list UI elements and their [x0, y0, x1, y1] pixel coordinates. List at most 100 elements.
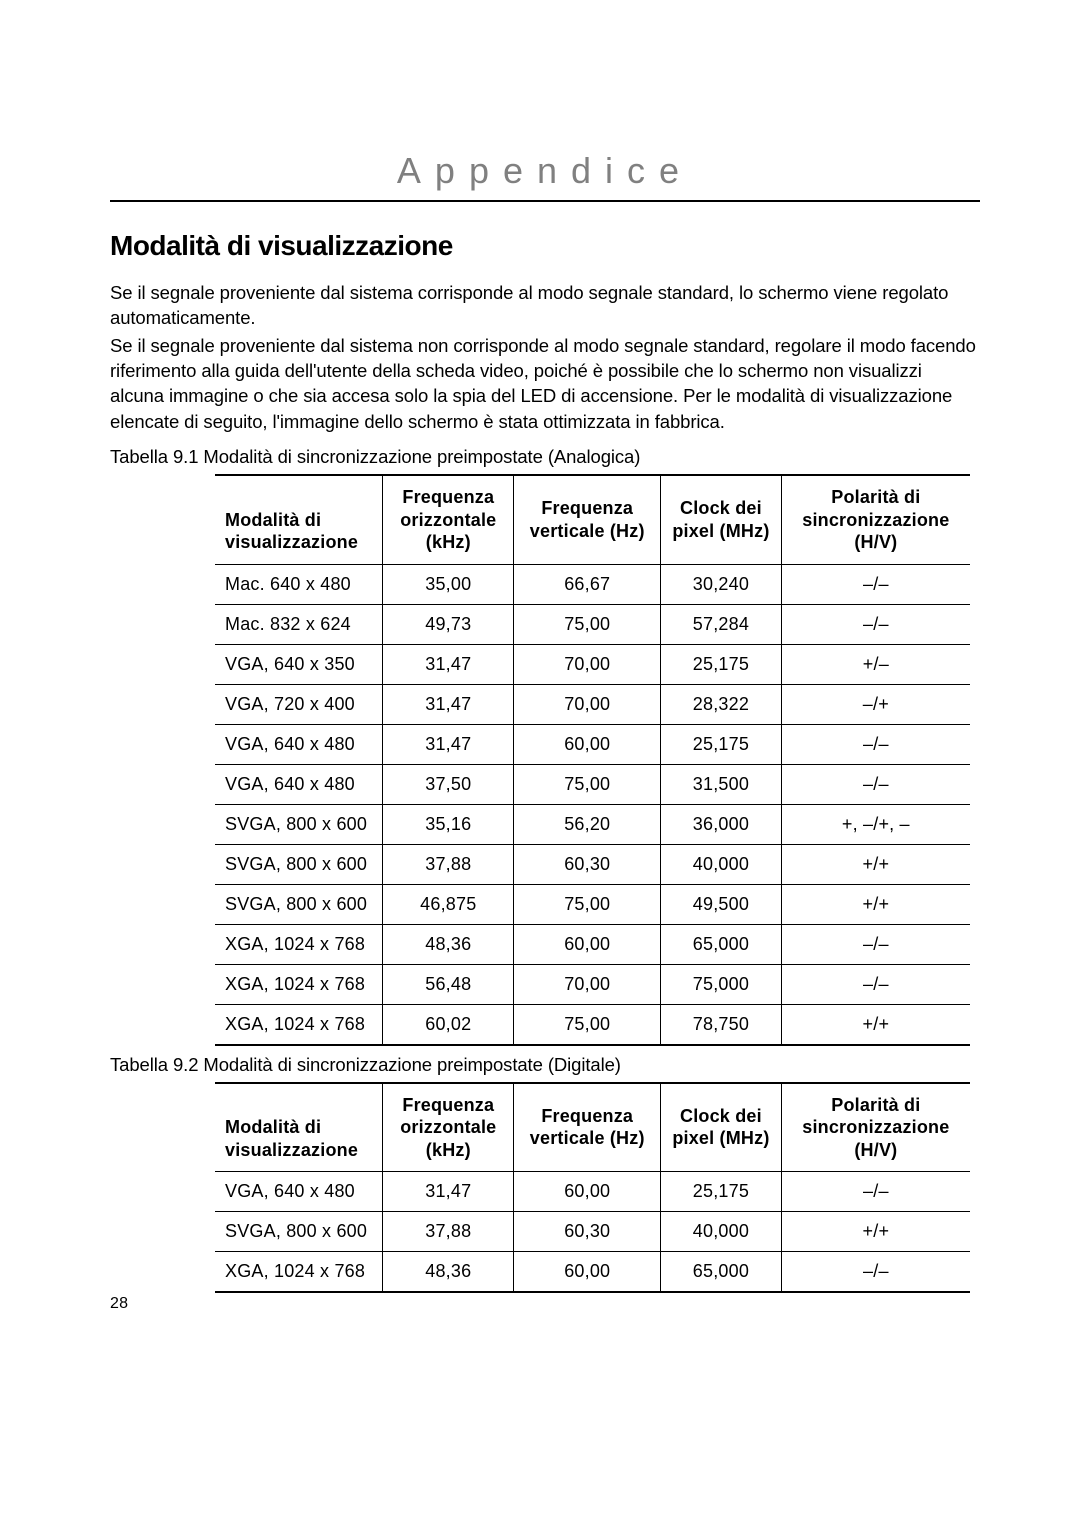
table-row: XGA, 1024 x 76856,4870,0075,000–/– — [215, 964, 970, 1004]
table-row: Mac. 640 x 48035,0066,6730,240–/– — [215, 564, 970, 604]
table-cell: 60,00 — [514, 724, 661, 764]
table2-caption: Tabella 9.2 Modalità di sincronizzazione… — [110, 1054, 980, 1076]
table-cell: VGA, 640 x 480 — [215, 724, 383, 764]
table-cell: 60,00 — [514, 1172, 661, 1212]
table-cell: 70,00 — [514, 644, 661, 684]
col-polarity: Polarità di sincronizzazione (H/V) — [781, 1083, 970, 1172]
table-cell: SVGA, 800 x 600 — [215, 804, 383, 844]
table-analogica: Modalità di visualizzazione Frequenza or… — [215, 474, 970, 1046]
table-row: VGA, 640 x 48031,4760,0025,175–/– — [215, 1172, 970, 1212]
table-cell: +/+ — [781, 884, 970, 924]
table-header-row: Modalità di visualizzazione Frequenza or… — [215, 475, 970, 564]
table-cell: XGA, 1024 x 768 — [215, 924, 383, 964]
table-row: XGA, 1024 x 76848,3660,0065,000–/– — [215, 1252, 970, 1293]
col-clock: Clock dei pixel (MHz) — [661, 1083, 782, 1172]
table-cell: –/+ — [781, 684, 970, 724]
table-cell: –/– — [781, 1172, 970, 1212]
table-cell: +/+ — [781, 1212, 970, 1252]
table-cell: 31,47 — [383, 1172, 514, 1212]
table-row: SVGA, 800 x 60035,1656,2036,000+, –/+, – — [215, 804, 970, 844]
table-cell: 31,47 — [383, 644, 514, 684]
table-cell: XGA, 1024 x 768 — [215, 1252, 383, 1293]
table-cell: 70,00 — [514, 964, 661, 1004]
table-cell: +/+ — [781, 1004, 970, 1045]
table-cell: SVGA, 800 x 600 — [215, 1212, 383, 1252]
table-cell: –/– — [781, 924, 970, 964]
table-cell: 31,47 — [383, 684, 514, 724]
table-cell: 31,47 — [383, 724, 514, 764]
table-row: XGA, 1024 x 76860,0275,0078,750+/+ — [215, 1004, 970, 1045]
table-cell: 25,175 — [661, 724, 782, 764]
table-cell: Mac. 640 x 480 — [215, 564, 383, 604]
table-cell: 60,00 — [514, 924, 661, 964]
col-hfreq: Frequenza orizzontale (kHz) — [383, 475, 514, 564]
table-digitale: Modalità di visualizzazione Frequenza or… — [215, 1082, 970, 1294]
table-cell: 25,175 — [661, 644, 782, 684]
table-cell: 60,30 — [514, 844, 661, 884]
paragraph-2: Se il segnale proveniente dal sistema no… — [110, 333, 980, 434]
table-row: VGA, 640 x 48037,5075,0031,500–/– — [215, 764, 970, 804]
table-row: Mac. 832 x 62449,7375,0057,284–/– — [215, 604, 970, 644]
table-row: SVGA, 800 x 60037,8860,3040,000+/+ — [215, 844, 970, 884]
table-cell: 40,000 — [661, 1212, 782, 1252]
table-cell: 78,750 — [661, 1004, 782, 1045]
table-cell: +, –/+, – — [781, 804, 970, 844]
table-cell: –/– — [781, 564, 970, 604]
table-cell: +/+ — [781, 844, 970, 884]
col-clock: Clock dei pixel (MHz) — [661, 475, 782, 564]
table-cell: 46,875 — [383, 884, 514, 924]
table-cell: 60,30 — [514, 1212, 661, 1252]
table-cell: 37,88 — [383, 1212, 514, 1252]
table-cell: 75,00 — [514, 884, 661, 924]
table-row: VGA, 720 x 40031,4770,0028,322–/+ — [215, 684, 970, 724]
table-cell: 65,000 — [661, 1252, 782, 1293]
page-number: 28 — [110, 1295, 980, 1313]
table-cell: 31,500 — [661, 764, 782, 804]
table-cell: 56,20 — [514, 804, 661, 844]
chapter-heading: Appendice — [110, 150, 980, 202]
col-vfreq: Frequenza verticale (Hz) — [514, 475, 661, 564]
table-cell: 25,175 — [661, 1172, 782, 1212]
table-row: VGA, 640 x 35031,4770,0025,175+/– — [215, 644, 970, 684]
table-cell: VGA, 640 x 350 — [215, 644, 383, 684]
table1-caption: Tabella 9.1 Modalità di sincronizzazione… — [110, 446, 980, 468]
table-cell: 40,000 — [661, 844, 782, 884]
table-cell: XGA, 1024 x 768 — [215, 1004, 383, 1045]
table-cell: SVGA, 800 x 600 — [215, 884, 383, 924]
table-cell: 48,36 — [383, 924, 514, 964]
section-title: Modalità di visualizzazione — [110, 230, 980, 262]
table-cell: 30,240 — [661, 564, 782, 604]
paragraph-1: Se il segnale proveniente dal sistema co… — [110, 280, 980, 331]
table-row: SVGA, 800 x 60037,8860,3040,000+/+ — [215, 1212, 970, 1252]
col-polarity: Polarità di sincronizzazione (H/V) — [781, 475, 970, 564]
table-cell: 75,000 — [661, 964, 782, 1004]
table-cell: +/– — [781, 644, 970, 684]
table-cell: 65,000 — [661, 924, 782, 964]
table-cell: 28,322 — [661, 684, 782, 724]
table-cell: 56,48 — [383, 964, 514, 1004]
col-vfreq: Frequenza verticale (Hz) — [514, 1083, 661, 1172]
table-header-row: Modalità di visualizzazione Frequenza or… — [215, 1083, 970, 1172]
table-row: VGA, 640 x 48031,4760,0025,175–/– — [215, 724, 970, 764]
table-cell: Mac. 832 x 624 — [215, 604, 383, 644]
table-cell: 75,00 — [514, 1004, 661, 1045]
table-cell: 35,00 — [383, 564, 514, 604]
table-cell: 49,500 — [661, 884, 782, 924]
table-cell: 60,02 — [383, 1004, 514, 1045]
table-cell: 70,00 — [514, 684, 661, 724]
table-cell: VGA, 640 x 480 — [215, 764, 383, 804]
table-cell: SVGA, 800 x 600 — [215, 844, 383, 884]
table-cell: 37,50 — [383, 764, 514, 804]
table-cell: VGA, 640 x 480 — [215, 1172, 383, 1212]
col-hfreq: Frequenza orizzontale (kHz) — [383, 1083, 514, 1172]
table-cell: –/– — [781, 964, 970, 1004]
table-row: XGA, 1024 x 76848,3660,0065,000–/– — [215, 924, 970, 964]
table-cell: 36,000 — [661, 804, 782, 844]
table-cell: –/– — [781, 1252, 970, 1293]
table-cell: 48,36 — [383, 1252, 514, 1293]
table-cell: 75,00 — [514, 764, 661, 804]
table-cell: –/– — [781, 604, 970, 644]
col-mode: Modalità di visualizzazione — [215, 475, 383, 564]
table-row: SVGA, 800 x 60046,87575,0049,500+/+ — [215, 884, 970, 924]
col-mode: Modalità di visualizzazione — [215, 1083, 383, 1172]
